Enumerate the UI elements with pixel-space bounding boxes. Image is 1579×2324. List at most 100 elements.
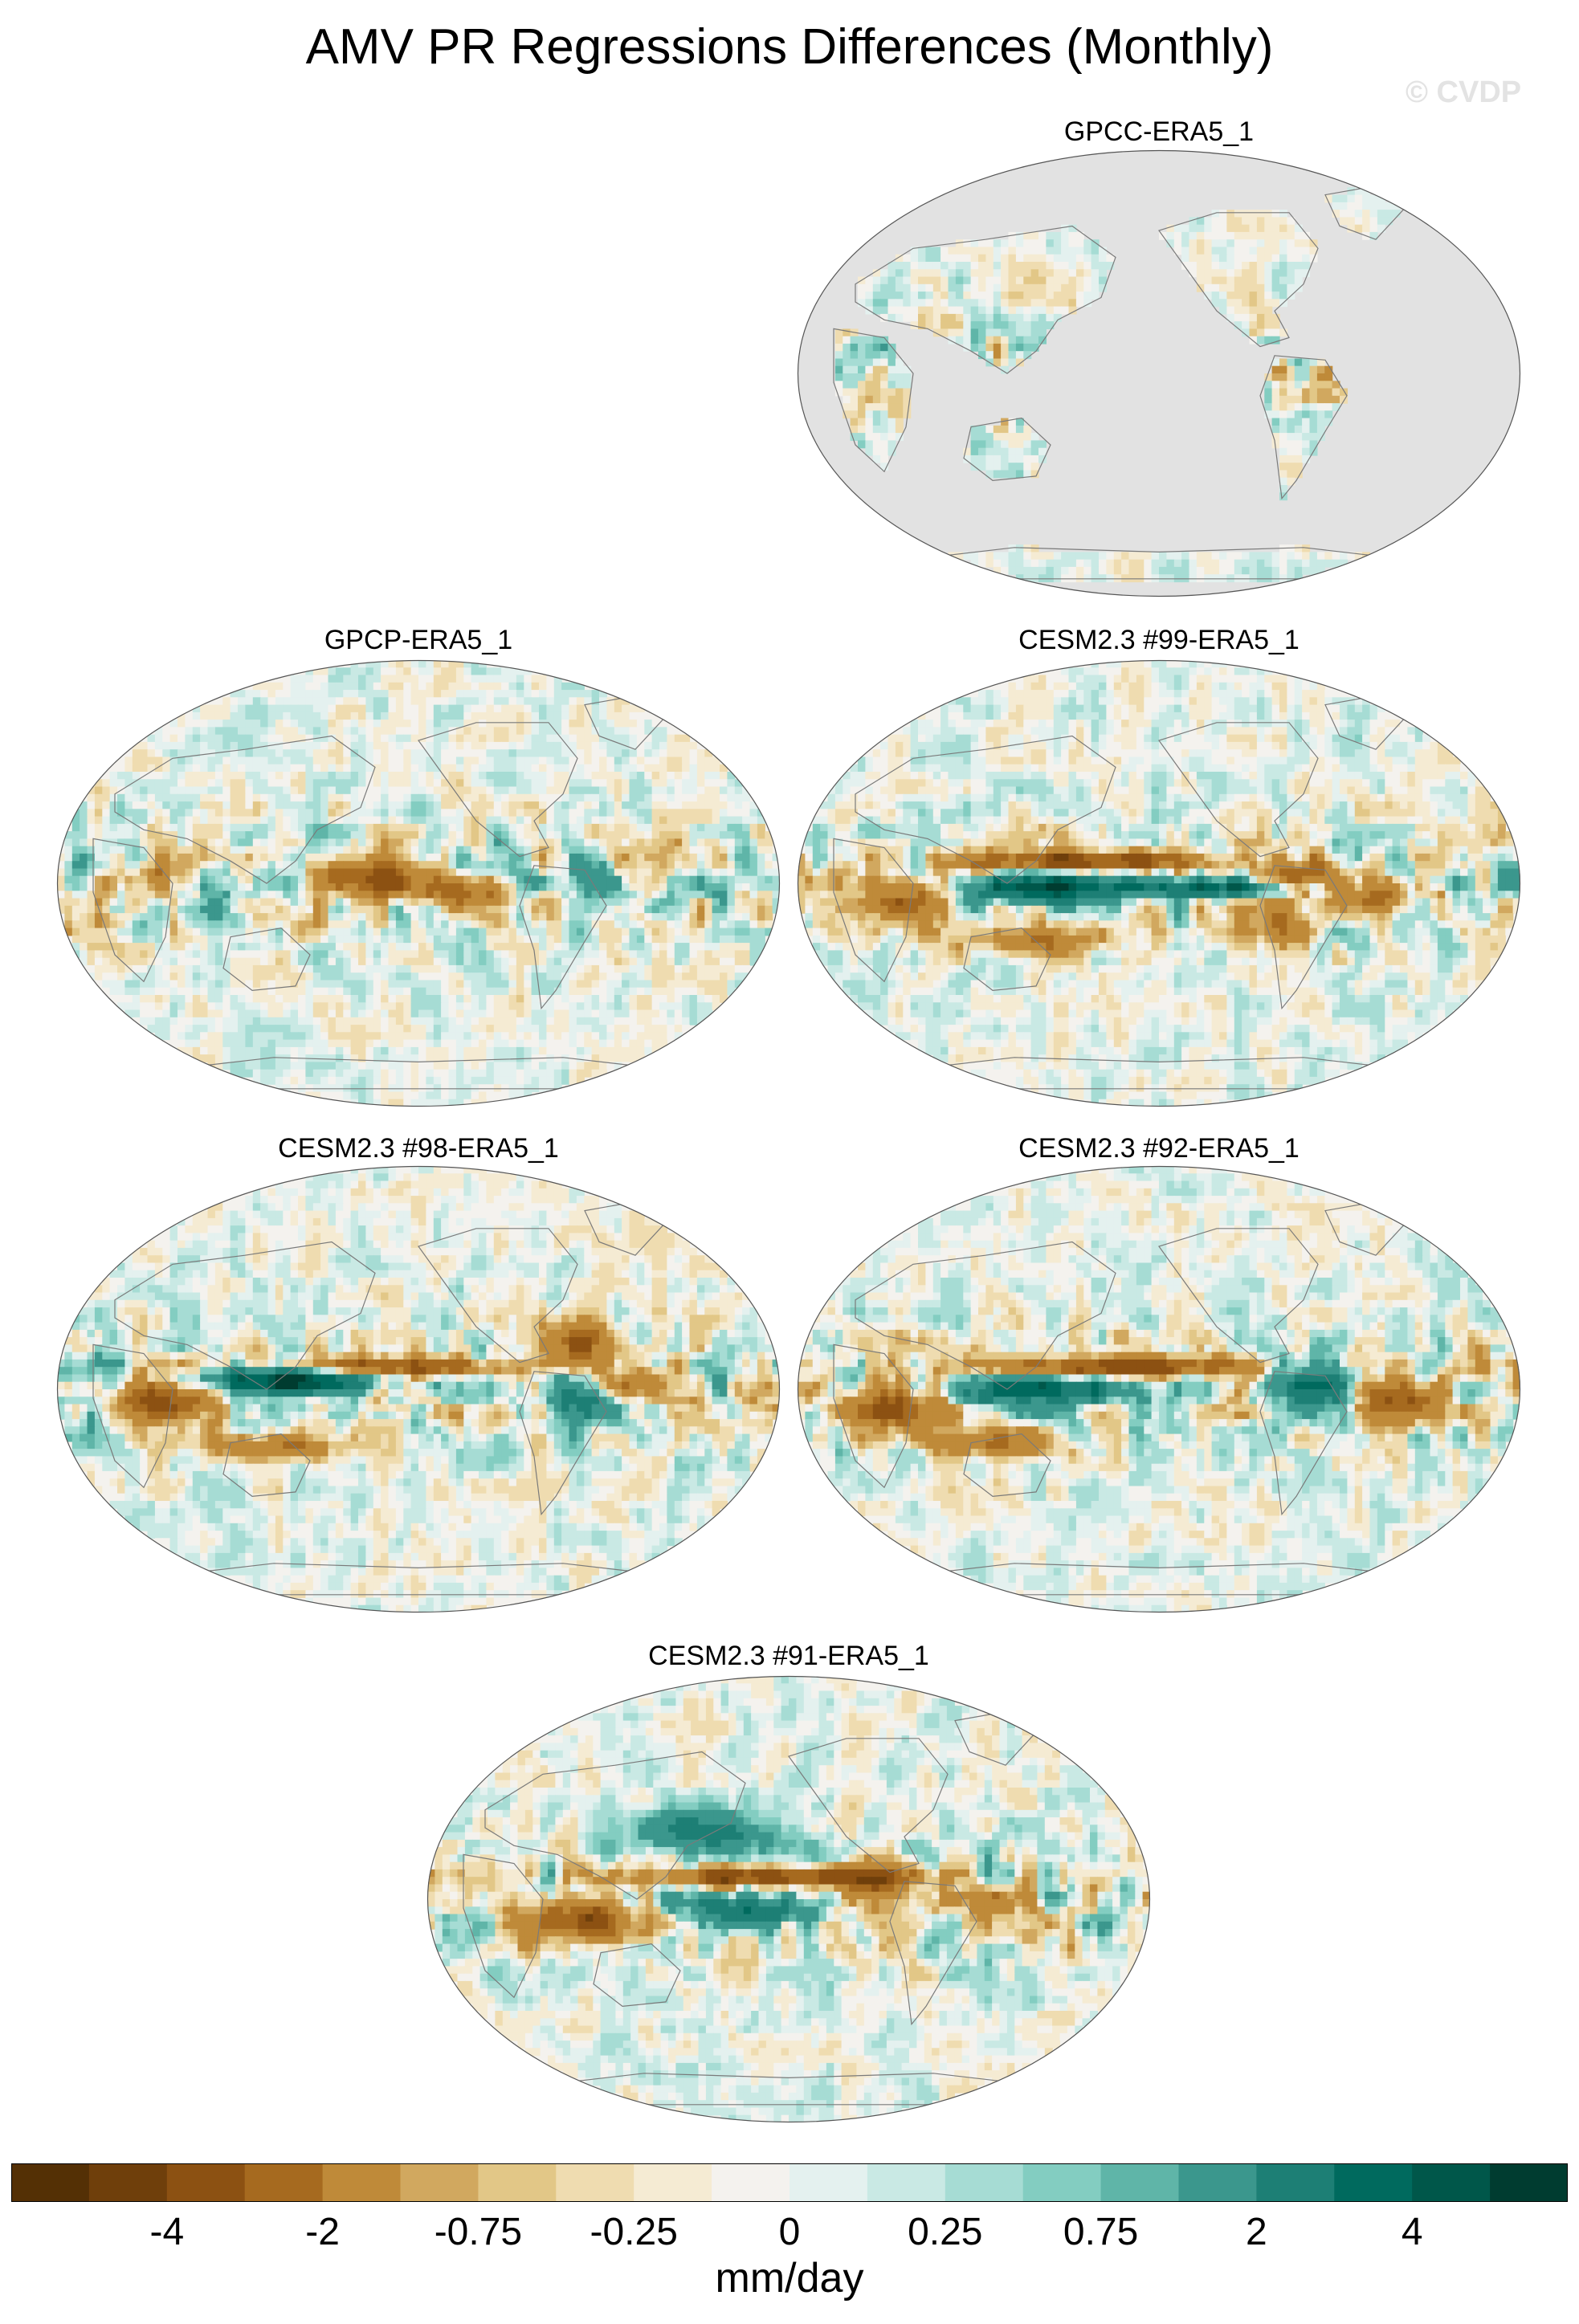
map-cell — [606, 749, 615, 758]
map-cell — [696, 913, 705, 921]
map-cell — [479, 756, 487, 765]
map-cell — [455, 801, 464, 809]
map-cell — [117, 816, 125, 825]
map-cell — [584, 816, 593, 825]
map-cell — [455, 823, 464, 832]
map-cell — [880, 292, 889, 300]
map-cell — [720, 950, 728, 959]
map-cell — [185, 809, 194, 817]
map-cell — [403, 660, 412, 668]
map-cell — [320, 846, 329, 854]
map-cell — [207, 853, 216, 862]
map-cell — [865, 292, 874, 300]
map-cell — [290, 964, 299, 973]
map-cell — [267, 756, 276, 765]
map-cell — [1249, 321, 1258, 329]
map-cell — [834, 388, 843, 397]
map-cell — [524, 764, 532, 773]
map-cell — [260, 995, 269, 1003]
map-cell — [674, 905, 683, 914]
map-cell — [749, 920, 758, 929]
map-cell — [963, 239, 972, 248]
map-cell — [312, 697, 321, 706]
map-cell — [1075, 231, 1084, 240]
map-cell — [553, 779, 562, 788]
map-cell — [260, 816, 269, 825]
map-cell — [238, 995, 246, 1003]
map-cell — [57, 868, 65, 877]
map-cell — [486, 995, 495, 1003]
map-cell — [667, 749, 675, 758]
map-cell — [479, 831, 487, 839]
map-cell — [501, 846, 510, 854]
map-cell — [283, 928, 292, 936]
map-cell — [948, 328, 957, 337]
map-cell — [887, 425, 896, 434]
map-cell — [1279, 381, 1287, 389]
map-cell — [260, 943, 269, 951]
map-cell — [102, 853, 111, 862]
map-cell — [455, 875, 464, 884]
map-cell — [238, 898, 246, 907]
map-cell — [381, 675, 390, 683]
map-cell — [373, 913, 381, 921]
map-cell — [696, 801, 705, 809]
map-cell — [140, 928, 149, 936]
map-cell — [177, 816, 186, 825]
map-cell — [749, 883, 758, 891]
map-cell — [546, 972, 555, 981]
map-cell — [1354, 187, 1363, 196]
map-cell — [486, 816, 495, 825]
map-cell — [918, 247, 926, 255]
map-cell — [757, 816, 765, 825]
map-cell — [117, 913, 125, 921]
map-cell — [455, 660, 464, 668]
map-cell — [843, 365, 851, 374]
map-cell — [1279, 470, 1287, 479]
map-cell — [275, 995, 284, 1003]
map-cell — [350, 920, 359, 929]
map-cell — [704, 861, 713, 870]
map-cell — [388, 801, 397, 809]
map-cell — [524, 868, 532, 877]
map-cell — [214, 928, 223, 936]
map-cell — [388, 772, 397, 780]
map-cell — [1309, 440, 1318, 449]
map-cell — [463, 987, 472, 996]
map-cell — [200, 756, 209, 765]
map-cell — [948, 336, 957, 345]
map-cell — [162, 964, 171, 973]
map-cell — [305, 727, 314, 736]
map-cell — [185, 995, 194, 1003]
map-cell — [1332, 202, 1340, 210]
map-cell — [328, 697, 337, 706]
map-cell — [395, 667, 404, 676]
map-cell — [576, 823, 585, 832]
map-cell — [335, 756, 344, 765]
map-cell — [667, 935, 675, 944]
map-cell — [561, 875, 570, 884]
map-cell — [903, 306, 912, 315]
map-cell — [283, 995, 292, 1003]
map-cell — [365, 913, 374, 921]
map-cell — [207, 720, 216, 728]
map-cell — [1264, 566, 1273, 575]
map-cell — [298, 690, 306, 698]
map-cell — [486, 950, 495, 959]
map-cell — [508, 943, 517, 951]
map-cell — [298, 868, 306, 877]
map-cell — [606, 987, 615, 996]
map-cell — [614, 727, 622, 736]
map-cell — [599, 756, 607, 765]
map-cell — [727, 928, 736, 936]
map-cell — [162, 935, 171, 944]
map-cell — [1038, 299, 1047, 308]
map-cell — [448, 660, 457, 668]
map-cell — [373, 697, 381, 706]
map-cell — [636, 950, 645, 959]
map-cell — [1264, 328, 1273, 337]
map-cell — [591, 779, 600, 788]
map-cell — [109, 786, 118, 795]
map-cell — [80, 891, 88, 899]
map-cell — [238, 868, 246, 877]
